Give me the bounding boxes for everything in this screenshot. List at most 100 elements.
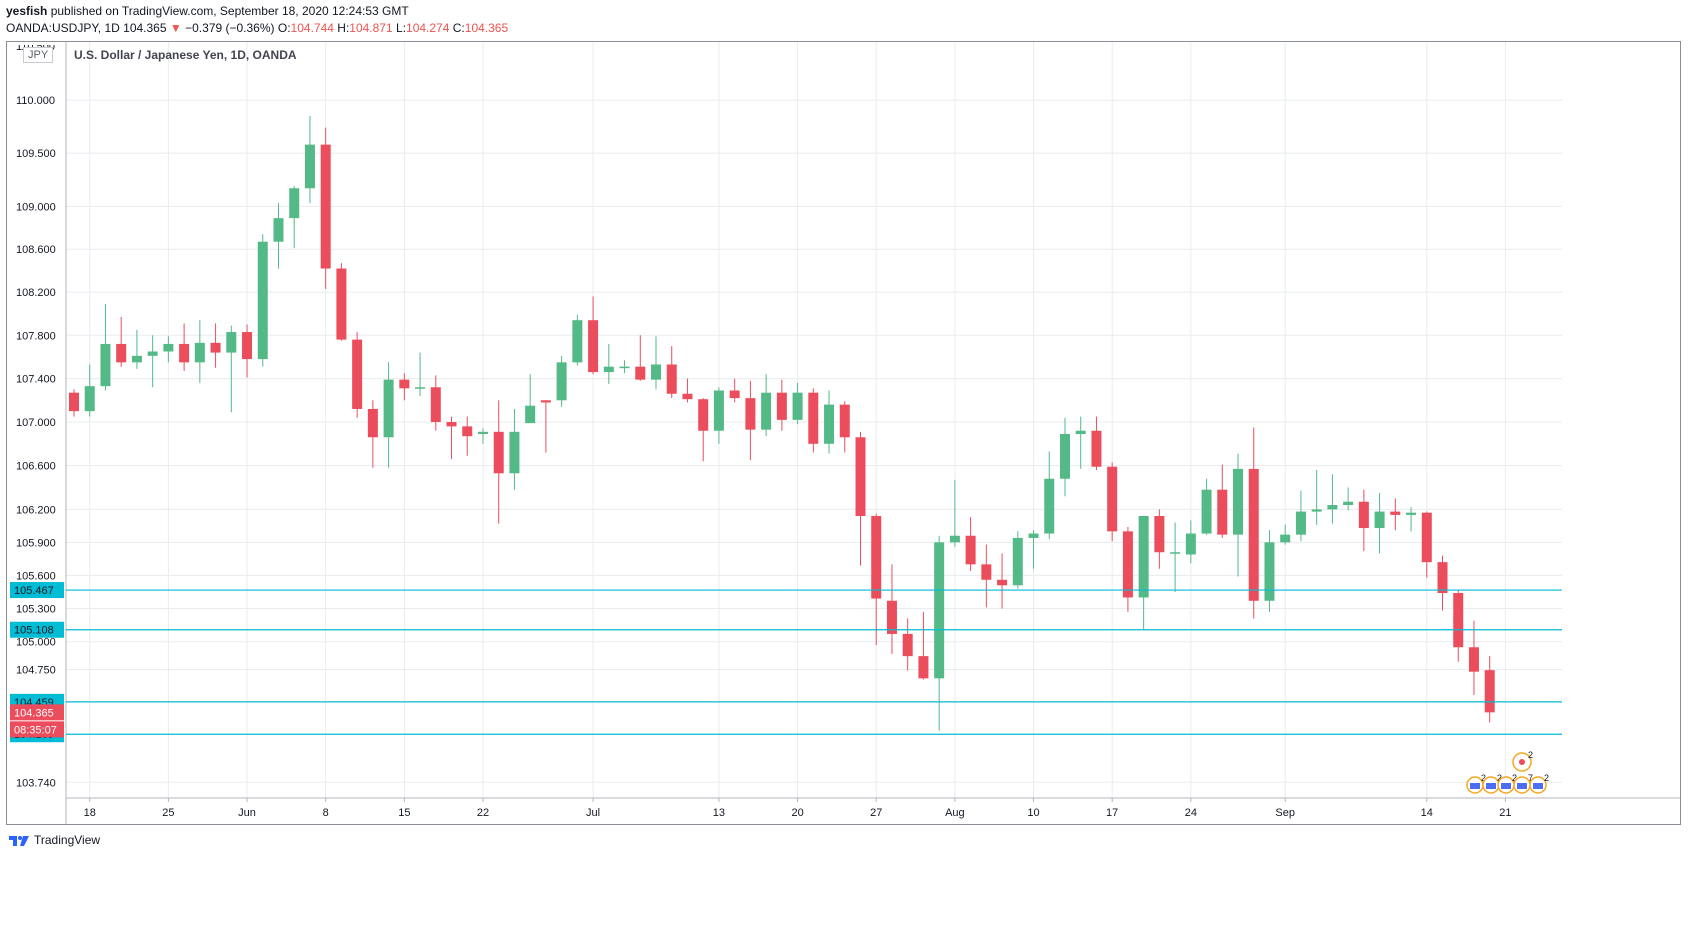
candle-body[interactable] bbox=[525, 405, 536, 424]
x-tick-label: 14 bbox=[1421, 807, 1433, 819]
candle-body[interactable] bbox=[179, 343, 190, 363]
candle-body[interactable] bbox=[1154, 515, 1165, 553]
footer-brand[interactable]: TradingView bbox=[8, 833, 100, 847]
candle-body[interactable] bbox=[1327, 505, 1338, 510]
candle-body[interactable] bbox=[210, 342, 221, 353]
candle-body[interactable] bbox=[304, 144, 315, 189]
candle-body[interactable] bbox=[1012, 537, 1023, 586]
candle-body[interactable] bbox=[1185, 533, 1196, 555]
candle-body[interactable] bbox=[1295, 511, 1306, 535]
candle-body[interactable] bbox=[1484, 670, 1495, 713]
candle-body[interactable] bbox=[981, 564, 992, 580]
candle-body[interactable] bbox=[493, 431, 504, 474]
candle-body[interactable] bbox=[824, 404, 835, 444]
candle-body[interactable] bbox=[147, 351, 158, 356]
candle-body[interactable] bbox=[572, 320, 583, 363]
candle-body[interactable] bbox=[1091, 430, 1102, 467]
candle-body[interactable] bbox=[745, 398, 756, 430]
candle-body[interactable] bbox=[69, 392, 79, 412]
candle-body[interactable] bbox=[1059, 433, 1070, 479]
candle-body[interactable] bbox=[462, 426, 473, 437]
candle-body[interactable] bbox=[729, 390, 740, 399]
candle-body[interactable] bbox=[997, 579, 1008, 586]
candle-body[interactable] bbox=[839, 404, 850, 438]
candle-body[interactable] bbox=[116, 343, 127, 363]
candle-body[interactable] bbox=[588, 320, 599, 373]
candle-body[interactable] bbox=[698, 399, 709, 431]
candle-body[interactable] bbox=[792, 392, 803, 420]
candle-body[interactable] bbox=[100, 343, 111, 387]
candle-body[interactable] bbox=[352, 339, 363, 409]
candle-body[interactable] bbox=[415, 387, 426, 389]
candle-body[interactable] bbox=[1453, 593, 1464, 648]
candle-body[interactable] bbox=[509, 431, 520, 474]
candle-body[interactable] bbox=[1280, 534, 1291, 543]
candle-body[interactable] bbox=[1374, 511, 1385, 529]
candle-body[interactable] bbox=[682, 393, 693, 400]
candle-body[interactable] bbox=[1044, 478, 1055, 534]
candle-body[interactable] bbox=[446, 422, 457, 427]
candle-body[interactable] bbox=[289, 188, 300, 219]
candle-body[interactable] bbox=[871, 515, 882, 599]
y-tick-label: 107.800 bbox=[16, 330, 56, 342]
candle-body[interactable] bbox=[855, 437, 866, 516]
candle-body[interactable] bbox=[934, 542, 945, 679]
candle-body[interactable] bbox=[1201, 489, 1212, 534]
publisher-name[interactable]: yesfish bbox=[6, 4, 48, 18]
candle-body[interactable] bbox=[1217, 489, 1228, 535]
candle-body[interactable] bbox=[383, 379, 394, 438]
y-tick-label: 109.000 bbox=[16, 201, 56, 213]
candle-body[interactable] bbox=[949, 535, 960, 543]
candle-body[interactable] bbox=[226, 332, 237, 353]
candle-body[interactable] bbox=[776, 392, 787, 420]
candle-body[interactable] bbox=[1421, 512, 1432, 563]
candle-body[interactable] bbox=[1107, 466, 1118, 532]
candle-body[interactable] bbox=[1343, 501, 1354, 506]
candle-body[interactable] bbox=[918, 656, 929, 679]
candle-body[interactable] bbox=[242, 332, 253, 360]
candle-body[interactable] bbox=[367, 408, 378, 438]
candle-body[interactable] bbox=[1248, 468, 1259, 601]
candle-body[interactable] bbox=[399, 379, 410, 389]
candle-body[interactable] bbox=[761, 392, 772, 430]
candle-body[interactable] bbox=[131, 355, 142, 363]
candle-body[interactable] bbox=[1406, 512, 1417, 515]
candle-body[interactable] bbox=[651, 364, 662, 380]
candle-body[interactable] bbox=[194, 342, 205, 363]
candle-body[interactable] bbox=[1028, 533, 1039, 538]
candle-body[interactable] bbox=[1264, 542, 1275, 601]
candle-body[interactable] bbox=[1138, 515, 1149, 598]
candle-body[interactable] bbox=[1170, 552, 1181, 554]
candle-body[interactable] bbox=[619, 366, 630, 369]
candle-body[interactable] bbox=[320, 144, 331, 269]
candle-body[interactable] bbox=[1122, 531, 1133, 598]
candle-body[interactable] bbox=[886, 600, 897, 634]
candle-body[interactable] bbox=[84, 386, 95, 412]
candle-body[interactable] bbox=[1075, 430, 1086, 434]
candle-body[interactable] bbox=[808, 392, 819, 444]
candle-body[interactable] bbox=[163, 343, 174, 352]
candle-body[interactable] bbox=[430, 387, 441, 423]
candle-body[interactable] bbox=[666, 364, 677, 394]
candle-body[interactable] bbox=[965, 535, 976, 565]
candle-body[interactable] bbox=[540, 400, 551, 403]
candle-body[interactable] bbox=[1233, 468, 1244, 535]
candle-body[interactable] bbox=[902, 633, 913, 657]
candle-body[interactable] bbox=[273, 218, 284, 242]
candle-body[interactable] bbox=[257, 241, 268, 360]
candle-body[interactable] bbox=[1311, 509, 1322, 512]
candle-body[interactable] bbox=[336, 268, 347, 340]
x-tick-label: 27 bbox=[870, 807, 882, 819]
candle-body[interactable] bbox=[556, 362, 567, 401]
candle-body[interactable] bbox=[1390, 511, 1401, 515]
candle-body[interactable] bbox=[635, 366, 646, 380]
candle-body[interactable] bbox=[1358, 501, 1369, 529]
candle-body[interactable] bbox=[1468, 647, 1479, 672]
currency-badge[interactable]: JPY bbox=[23, 47, 54, 63]
candle-body[interactable] bbox=[1437, 562, 1448, 594]
candle-body[interactable] bbox=[477, 431, 488, 434]
x-tick-label: 20 bbox=[791, 807, 803, 819]
candle-body[interactable] bbox=[713, 390, 724, 431]
candle-body[interactable] bbox=[603, 366, 614, 373]
